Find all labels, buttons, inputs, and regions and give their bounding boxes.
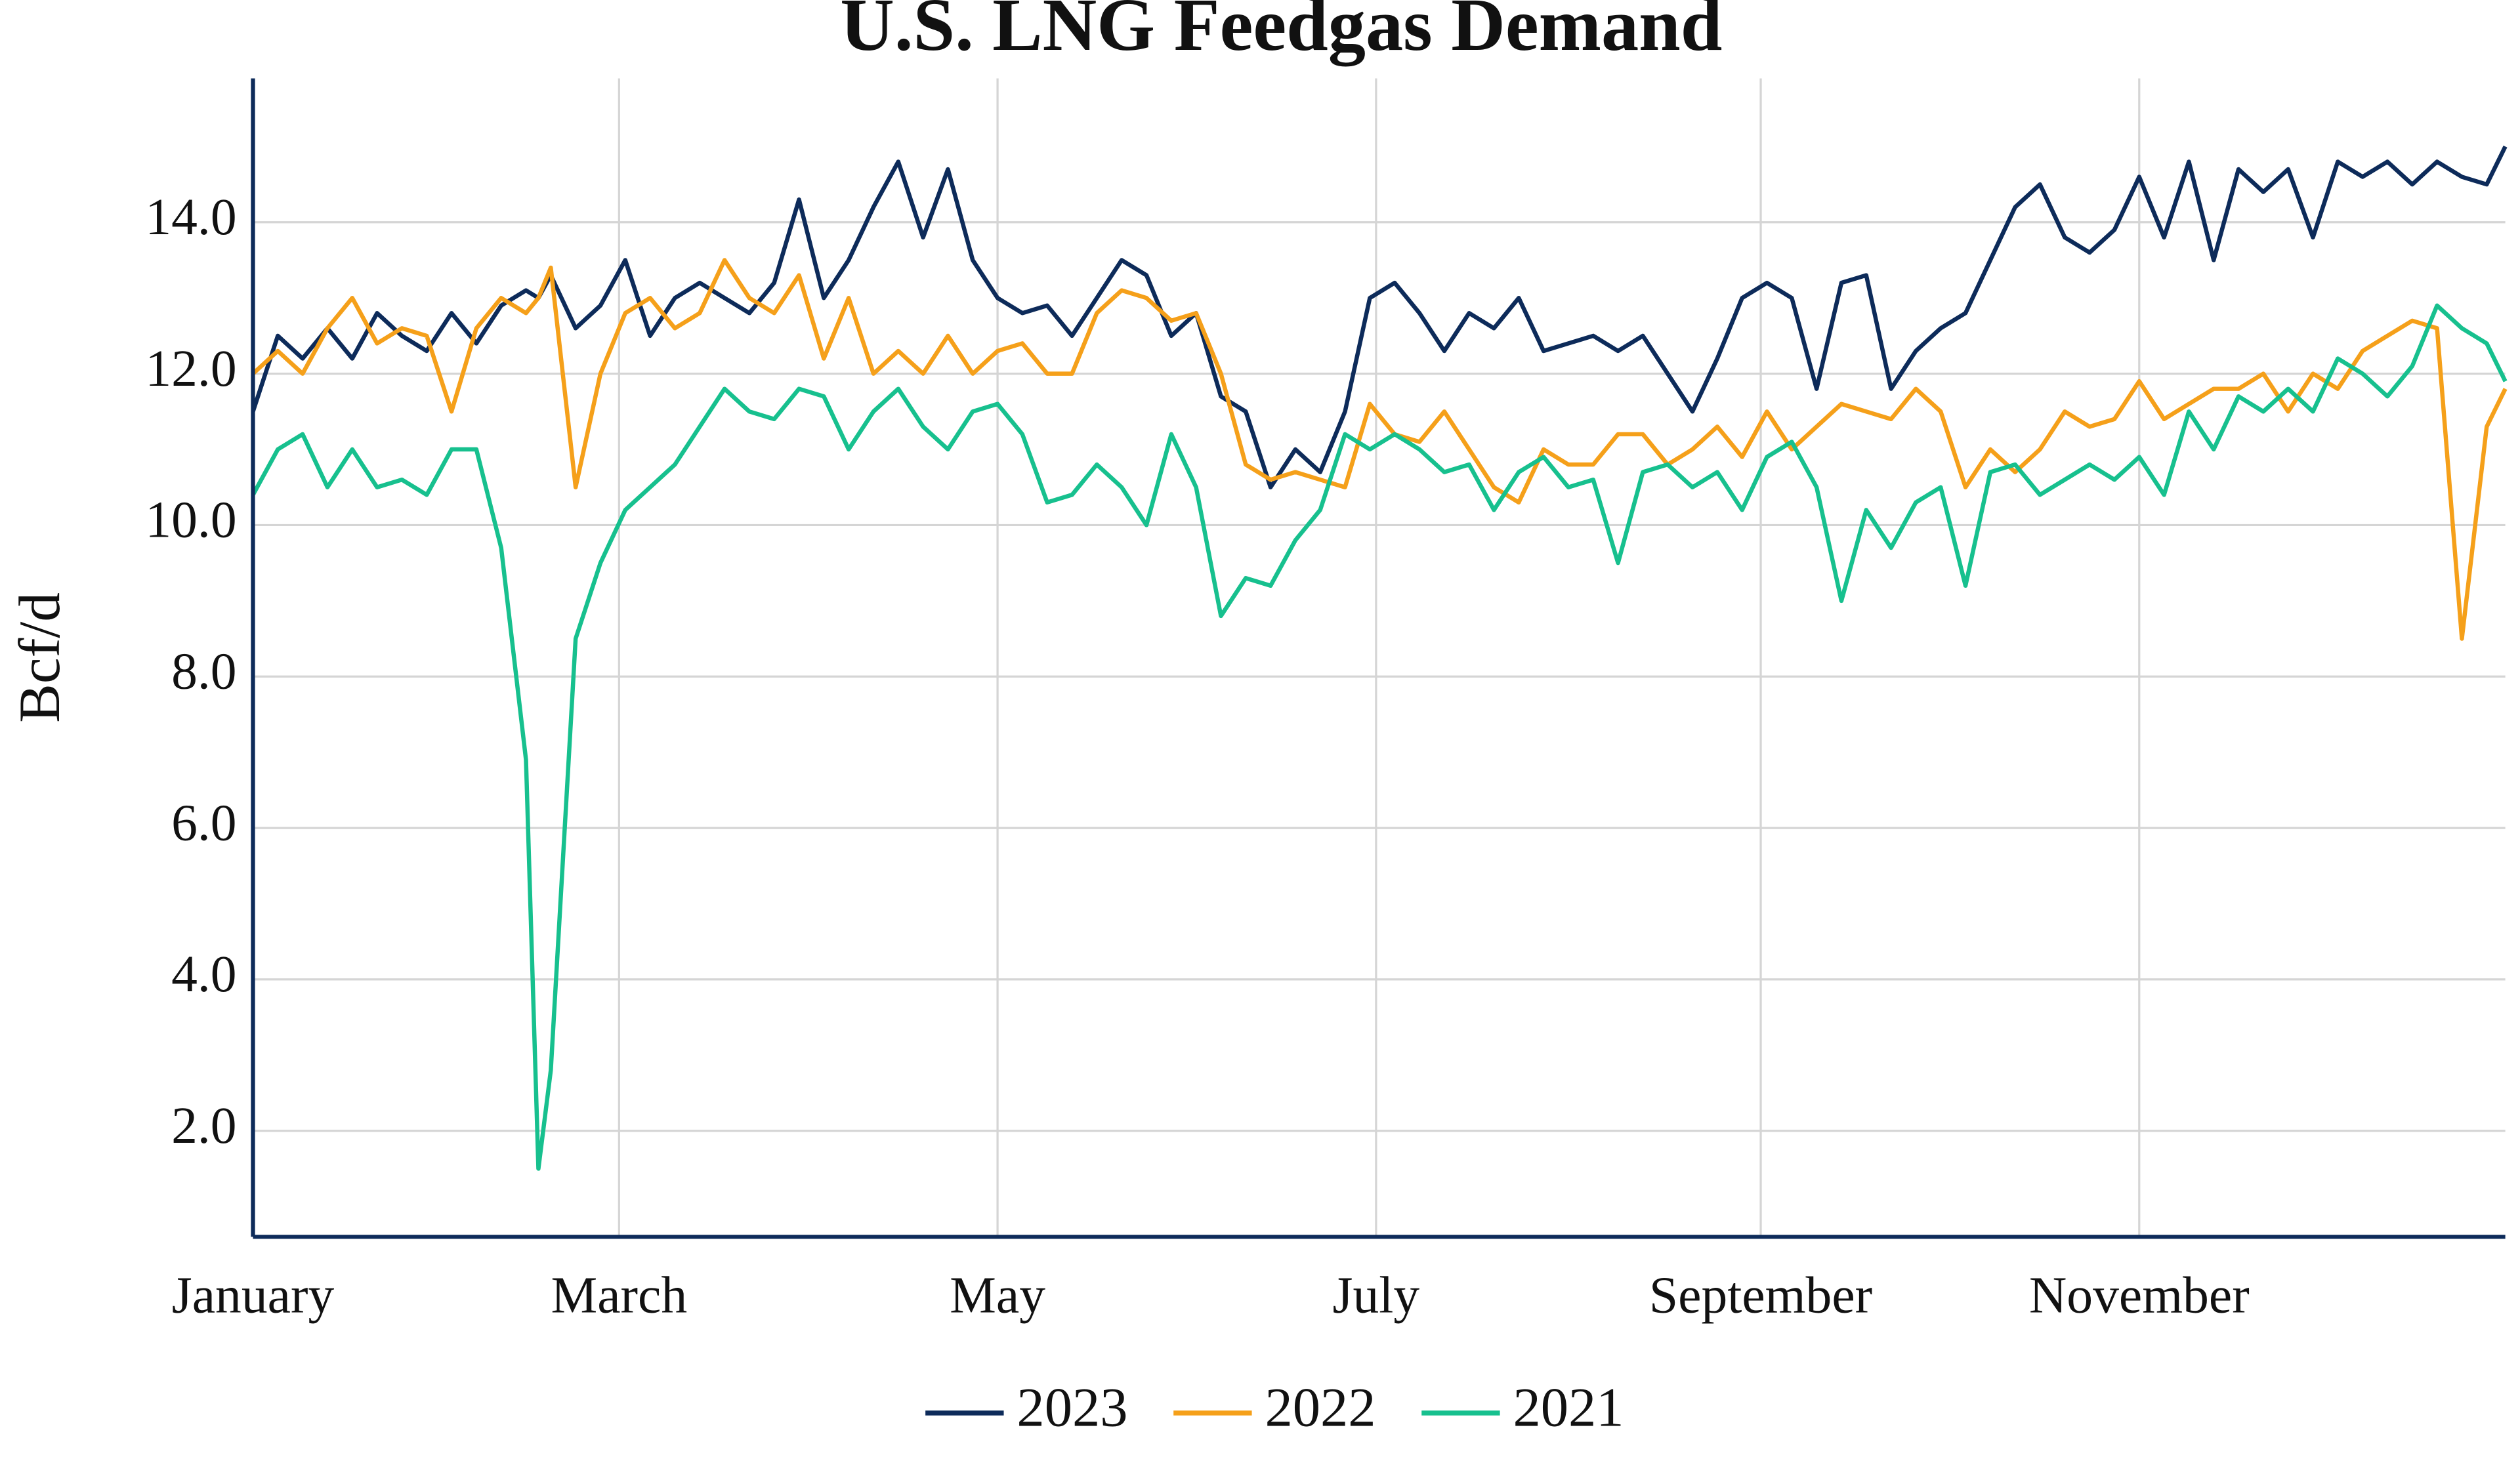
series-line bbox=[251, 145, 2508, 489]
legend: 2023 2022 2021 bbox=[925, 1377, 1624, 1438]
chart-title: U.S. LNG Feedgas Demand bbox=[840, 0, 1722, 66]
y-tick-label: 8.0 bbox=[171, 643, 236, 701]
legend-label: 2022 bbox=[1265, 1377, 1376, 1438]
y-tick-label: 10.0 bbox=[145, 491, 236, 549]
x-tick-label: March bbox=[551, 1267, 687, 1325]
y-tick-label: 6.0 bbox=[171, 794, 236, 852]
series-line bbox=[251, 303, 2508, 1171]
x-tick-label: November bbox=[2029, 1267, 2250, 1325]
grid bbox=[251, 78, 2506, 1237]
y-tick-label: 14.0 bbox=[145, 188, 236, 246]
legend-label: 2023 bbox=[1017, 1377, 1127, 1438]
x-tick-label: September bbox=[1649, 1267, 1872, 1325]
y-tick-label: 4.0 bbox=[171, 945, 236, 1003]
axes: 2.0 4.0 6.0 8.0 10.0 12.0 14.0 January March May J… bbox=[145, 78, 2506, 1325]
x-tick-label: July bbox=[1332, 1267, 1419, 1325]
x-tick-label: January bbox=[172, 1267, 335, 1325]
x-tick-label: May bbox=[950, 1267, 1045, 1325]
legend-label: 2021 bbox=[1513, 1377, 1624, 1438]
plot-lines bbox=[251, 145, 2508, 1171]
y-tick-label: 12.0 bbox=[145, 340, 236, 398]
series-line bbox=[251, 258, 2508, 641]
y-axis-label: Bcf/d bbox=[7, 592, 72, 723]
y-tick-label: 2.0 bbox=[171, 1097, 236, 1155]
